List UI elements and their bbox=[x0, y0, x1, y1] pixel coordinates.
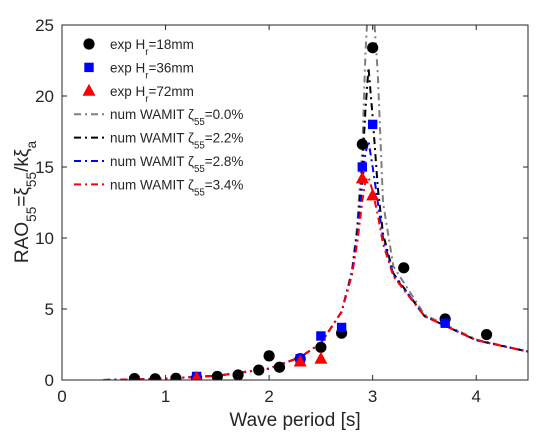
label-part: =2.2% bbox=[205, 131, 244, 146]
data-point bbox=[211, 370, 223, 380]
data-point bbox=[191, 370, 202, 380]
label-part: a bbox=[24, 141, 39, 149]
data-point bbox=[367, 42, 379, 54]
label-part: num WAMIT ζ bbox=[110, 154, 194, 169]
data-point bbox=[355, 171, 369, 184]
data-point bbox=[367, 119, 378, 130]
label-part: 55 bbox=[24, 171, 39, 187]
x-tick-label: 1 bbox=[161, 387, 170, 406]
data-point bbox=[149, 373, 161, 380]
data-point bbox=[398, 262, 410, 274]
y-tick-label: 20 bbox=[35, 87, 54, 106]
label-part: =0.0% bbox=[205, 107, 244, 122]
label-part: 55 bbox=[194, 140, 205, 151]
data-point bbox=[366, 188, 380, 201]
legend-label: num WAMIT ζ55=2.2% bbox=[110, 131, 243, 152]
data-point bbox=[263, 350, 275, 362]
label-part: r bbox=[145, 47, 149, 58]
legend-marker bbox=[83, 38, 95, 50]
label-part: 55 bbox=[194, 164, 205, 175]
label-part: r bbox=[145, 70, 149, 81]
label-part: =3.4% bbox=[205, 177, 244, 192]
data-point bbox=[336, 322, 347, 333]
label-part: =36mm bbox=[149, 60, 194, 75]
data-point bbox=[356, 138, 368, 150]
x-tick-label: 3 bbox=[368, 387, 377, 406]
label-part: RAO bbox=[12, 222, 33, 263]
y-tick-label: 0 bbox=[45, 371, 54, 390]
wamit-curve-6 bbox=[103, 174, 528, 380]
label-part: =ξ bbox=[12, 187, 33, 207]
wamit-curve-5 bbox=[103, 141, 528, 380]
legend-label: exp Hr=36mm bbox=[110, 60, 194, 81]
y-tick-label: 25 bbox=[35, 16, 54, 35]
label-part: exp H bbox=[110, 37, 145, 52]
label-part: num WAMIT ζ bbox=[110, 177, 194, 192]
data-point bbox=[253, 364, 265, 376]
y-tick-label: 5 bbox=[45, 300, 54, 319]
data-point bbox=[314, 351, 328, 364]
x-axis-label: Wave period [s] bbox=[229, 410, 360, 431]
data-point bbox=[128, 372, 141, 380]
label-part: exp H bbox=[110, 84, 145, 99]
x-tick-label: 2 bbox=[264, 387, 273, 406]
legend-marker bbox=[82, 83, 96, 96]
label-part: 55 bbox=[24, 206, 39, 222]
label-part: =2.8% bbox=[205, 154, 244, 169]
plot-frame bbox=[61, 24, 529, 381]
y-tick-label: 15 bbox=[35, 158, 54, 177]
data-point bbox=[232, 369, 244, 380]
x-tick-label: 0 bbox=[57, 387, 66, 406]
experimental-points bbox=[128, 42, 493, 380]
label-part: num WAMIT ζ bbox=[110, 131, 194, 146]
legend-label: exp Hr=72mm bbox=[110, 84, 194, 105]
label-part: r bbox=[145, 93, 149, 104]
data-point bbox=[315, 341, 327, 353]
data-point bbox=[480, 328, 493, 341]
label-part: =18mm bbox=[149, 37, 194, 52]
legend-label: num WAMIT ζ55=3.4% bbox=[110, 177, 243, 198]
data-point bbox=[440, 318, 450, 328]
label-part: =72mm bbox=[149, 84, 194, 99]
label-part: /kξ bbox=[12, 148, 33, 172]
legend-label: exp Hr=18mm bbox=[110, 37, 194, 58]
label-part: 55 bbox=[194, 187, 205, 198]
axis-ticks: 0 1 2 3 4 0 5 10 15 20 25 bbox=[35, 16, 528, 406]
label-part: exp H bbox=[110, 60, 145, 75]
data-point bbox=[170, 372, 182, 380]
label-part: 55 bbox=[194, 117, 205, 128]
data-point bbox=[316, 331, 326, 341]
data-point bbox=[273, 361, 286, 373]
x-tick-label: 4 bbox=[471, 387, 480, 406]
data-point bbox=[357, 162, 368, 172]
data-point bbox=[293, 354, 307, 367]
y-axis-label: RAO55=ξ55/kξa bbox=[12, 141, 39, 264]
legend-marker bbox=[84, 62, 94, 73]
label-part: num WAMIT ζ bbox=[110, 107, 194, 122]
legend-label: num WAMIT ζ55=0.0% bbox=[110, 107, 243, 128]
legend-label: num WAMIT ζ55=2.8% bbox=[110, 154, 243, 175]
y-tick-label: 10 bbox=[35, 229, 54, 248]
